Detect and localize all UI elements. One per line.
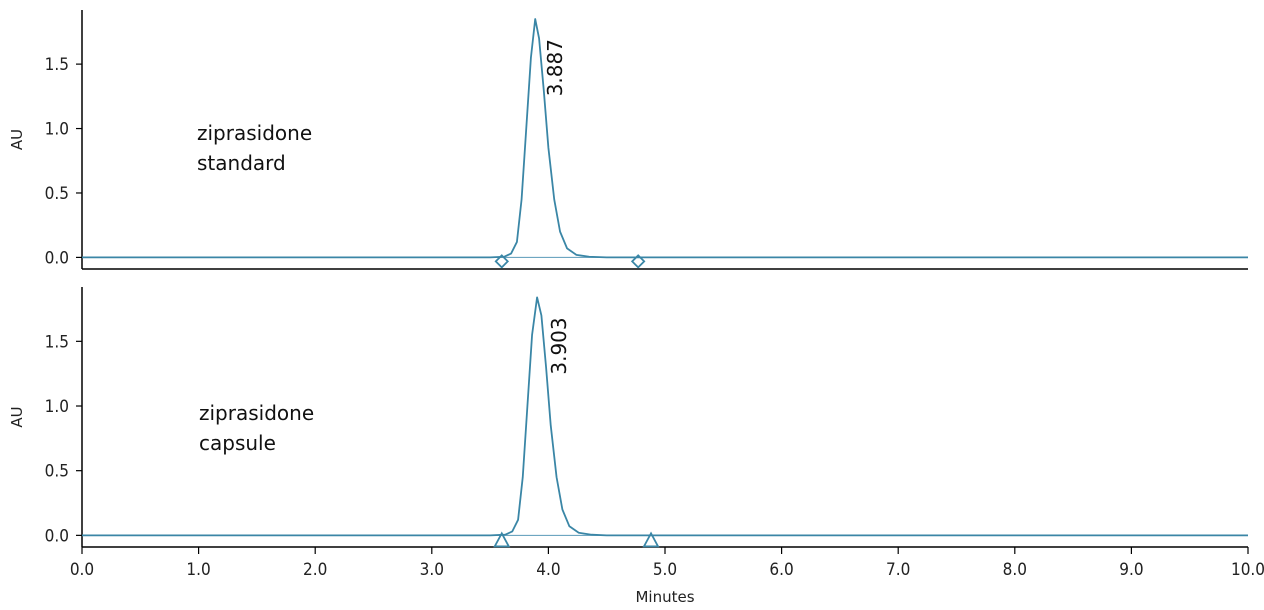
peak-retention-label: 3.887 [543, 39, 567, 96]
y-axis-label: AU [8, 406, 26, 427]
x-tick-label: 4.0 [536, 560, 560, 580]
y-axis-label: AU [8, 129, 26, 150]
integration-marker [630, 254, 646, 269]
panel-standard: 0.0 0.5 1.0 1.5 AU 3.887 ziprasidone standard [8, 10, 1248, 270]
y-tick-label: 0.5 [45, 184, 69, 204]
panel-capsule: 0.0 0.5 1.0 1.5 AU 0.0 1.0 2.0 3.0 4.0 5.0 6.0 7.0 8.… [8, 287, 1264, 606]
peak-retention-label: 3.903 [547, 317, 571, 374]
x-tick-label: 5.0 [653, 560, 677, 580]
y-tick-label: 0.0 [45, 526, 69, 546]
x-tick-label: 2.0 [303, 560, 327, 580]
sample-annotation-line: ziprasidone [197, 121, 312, 145]
y-tick-label: 1.0 [45, 397, 69, 417]
x-tick-label: 6.0 [769, 560, 793, 580]
chromatogram-trace [82, 18, 1248, 259]
integration-marker [642, 531, 660, 548]
sample-annotation-line: capsule [199, 431, 276, 455]
y-tick-label: 0.0 [45, 248, 69, 268]
y-tick-label: 1.0 [45, 120, 69, 140]
y-tick-label: 1.5 [45, 332, 69, 352]
chromatogram-trace [82, 296, 1248, 537]
x-tick-label: 0.0 [70, 560, 94, 580]
x-tick-label: 3.0 [420, 560, 444, 580]
x-tick-label: 7.0 [886, 560, 910, 580]
x-tick-label: 1.0 [186, 560, 210, 580]
x-tick-label: 10.0 [1231, 560, 1264, 580]
sample-annotation-line: ziprasidone [199, 401, 314, 425]
x-axis-label: Minutes [635, 588, 694, 606]
integration-marker [493, 531, 511, 548]
y-tick-label: 0.5 [45, 462, 69, 482]
x-tick-label: 8.0 [1003, 560, 1027, 580]
y-tick-label: 1.5 [45, 55, 69, 75]
sample-annotation-line: standard [197, 151, 286, 175]
x-tick-label: 9.0 [1119, 560, 1143, 580]
integration-marker [494, 254, 510, 269]
